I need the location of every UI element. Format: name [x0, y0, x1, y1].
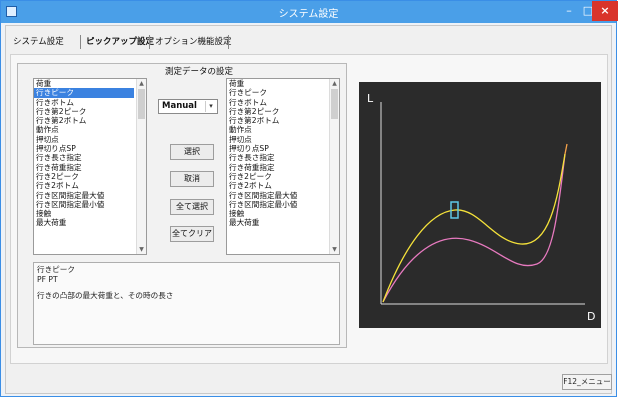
- left-list-item[interactable]: 押切り点SP: [36, 144, 76, 154]
- title-bar[interactable]: システム設定 – □ ×: [1, 1, 618, 23]
- right-list-item[interactable]: 行き第2ピーク: [229, 106, 280, 116]
- curve-end-segment: [564, 143, 568, 155]
- left-list-item[interactable]: 接触: [36, 209, 52, 219]
- right-list-item[interactable]: 行き2ピーク: [229, 171, 272, 181]
- measurement-data-group: 測定データの設定 荷重 行きピーク 行きボトム 行き第2ピーク 行き第2ボトム 動作点 押切…: [17, 63, 347, 348]
- tab-option-settings[interactable]: オプション機能設定: [155, 37, 232, 47]
- peak-marker: [450, 201, 459, 219]
- right-list-item[interactable]: 行き2ボトム: [229, 181, 272, 191]
- waveform-preview: L D: [359, 82, 601, 328]
- left-list-item[interactable]: 行き第2ボトム: [36, 116, 87, 126]
- tab-divider: [80, 35, 81, 49]
- left-list-scrollbar[interactable]: ▲ ▼: [136, 79, 146, 254]
- maximize-button[interactable]: □: [582, 4, 594, 17]
- left-list-item[interactable]: 行き荷重指定: [36, 162, 82, 172]
- y-axis-label: L: [367, 92, 374, 105]
- lower-curve: [382, 153, 566, 303]
- tab-pickup-settings[interactable]: ピックアップ設定: [86, 37, 155, 47]
- left-list-item[interactable]: 行き長さ指定: [36, 153, 82, 163]
- description-title: 行きピーク: [37, 265, 75, 274]
- pickup-settings-panel: 測定データの設定 荷重 行きピーク 行きボトム 行き第2ピーク 行き第2ボトム 動作点 押切…: [10, 54, 608, 364]
- chevron-down-icon[interactable]: ▾: [205, 101, 216, 112]
- group-label: 測定データの設定: [163, 65, 236, 77]
- left-list-item[interactable]: 最大荷重: [36, 218, 67, 228]
- tab-divider: [228, 35, 229, 49]
- left-list-item[interactable]: 押切点: [36, 134, 59, 144]
- right-list-item[interactable]: 行き第2ボトム: [229, 116, 280, 126]
- select-all-button[interactable]: 全て選択: [170, 199, 214, 215]
- tab-system-settings[interactable]: システム設定: [13, 37, 64, 47]
- waveform-svg: L D: [367, 92, 595, 323]
- left-list-item[interactable]: 行きピーク: [34, 88, 134, 98]
- scroll-up-icon[interactable]: ▲: [332, 80, 337, 87]
- upper-curve: [382, 153, 566, 303]
- mode-select-value: Manual: [162, 101, 197, 111]
- left-list-item[interactable]: 行き区間指定最大値: [36, 190, 105, 200]
- right-list-item[interactable]: 押切点: [229, 134, 252, 144]
- right-list-item[interactable]: 押切り点SP: [229, 144, 269, 154]
- right-list-item[interactable]: 接触: [229, 209, 245, 219]
- scroll-thumb[interactable]: [138, 89, 145, 119]
- x-axis-label: D: [587, 310, 595, 323]
- mode-select[interactable]: Manual ▾: [158, 99, 218, 114]
- right-list-scrollbar[interactable]: ▲ ▼: [329, 79, 339, 254]
- left-list-item[interactable]: 動作点: [36, 125, 59, 135]
- scroll-up-icon[interactable]: ▲: [139, 80, 144, 87]
- right-list-item[interactable]: 荷重: [229, 79, 245, 88]
- scroll-down-icon[interactable]: ▼: [139, 246, 144, 253]
- right-list-item[interactable]: 動作点: [229, 125, 252, 135]
- left-list-item[interactable]: 行きボトム: [36, 97, 74, 107]
- description-code: PF PT: [37, 275, 58, 284]
- available-items-list[interactable]: 荷重 行きピーク 行きボトム 行き第2ピーク 行き第2ボトム 動作点 押切点 押切り点SP 行き…: [33, 78, 147, 255]
- right-list-item[interactable]: 最大荷重: [229, 218, 260, 228]
- right-list-item[interactable]: 行き荷重指定: [229, 162, 275, 172]
- right-list-item[interactable]: 行き長さ指定: [229, 153, 275, 163]
- minimize-button[interactable]: –: [566, 4, 572, 17]
- scroll-down-icon[interactable]: ▼: [332, 246, 337, 253]
- app-icon: [6, 6, 17, 17]
- cancel-button[interactable]: 取消: [170, 171, 214, 187]
- item-description-box: 行きピーク PF PT 行きの凸部の最大荷重と、その時の長さ: [33, 262, 340, 345]
- left-list-item[interactable]: 行き区間指定最小値: [36, 199, 105, 209]
- menu-button[interactable]: F12_メニュー: [562, 374, 612, 390]
- right-list-item[interactable]: 行き区間指定最大値: [229, 190, 298, 200]
- select-button[interactable]: 選択: [170, 144, 214, 160]
- clear-all-button[interactable]: 全てクリア: [170, 226, 214, 242]
- scroll-thumb[interactable]: [331, 89, 338, 119]
- left-list-item[interactable]: 荷重: [36, 79, 52, 88]
- left-list-item[interactable]: 行き第2ピーク: [36, 106, 87, 116]
- selected-items-list[interactable]: 荷重 行きピーク 行きボトム 行き第2ピーク 行き第2ボトム 動作点 押切点 押切り点SP 行き…: [226, 78, 340, 255]
- dialog-body: システム設定 ピックアップ設定 オプション機能設定 測定データの設定 荷重 行きピ…: [5, 25, 612, 394]
- left-list-item[interactable]: 行き2ピーク: [36, 171, 79, 181]
- right-list-item[interactable]: 行きピーク: [229, 88, 267, 98]
- description-text: 行きの凸部の最大荷重と、その時の長さ: [37, 291, 174, 300]
- left-list-item[interactable]: 行き2ボトム: [36, 181, 79, 191]
- right-list-item[interactable]: 行きボトム: [229, 97, 267, 107]
- close-button[interactable]: ×: [592, 1, 618, 21]
- right-list-item[interactable]: 行き区間指定最小値: [229, 199, 298, 209]
- window-title: システム設定: [278, 9, 339, 20]
- tab-divider: [149, 35, 150, 49]
